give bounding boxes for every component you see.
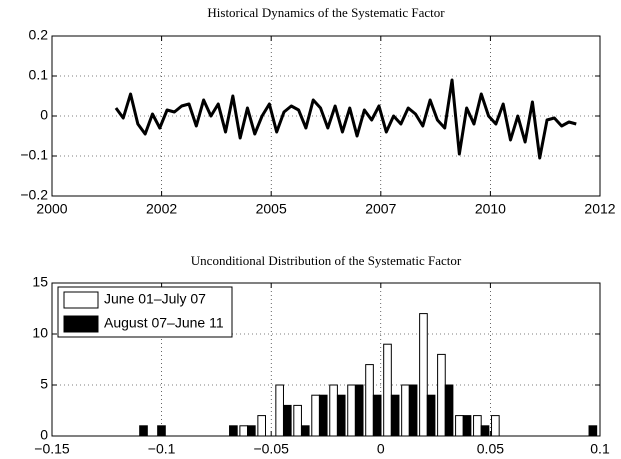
bar (282, 404, 292, 437)
series-line (114, 78, 577, 160)
chart-title: Historical Dynamics of the Systematic Fa… (207, 5, 445, 20)
bar (419, 313, 428, 437)
bar (473, 415, 482, 437)
bar (257, 415, 267, 437)
bar (247, 425, 256, 437)
bar (390, 394, 400, 437)
y-tick-label: 0.2 (29, 27, 49, 43)
bar (311, 394, 320, 437)
x-tick-label: 2000 (36, 201, 67, 217)
bar (347, 384, 356, 437)
chart-title: Unconditional Distribution of the System… (191, 253, 462, 268)
y-tick-label: −0.1 (20, 147, 48, 163)
bar (444, 384, 454, 437)
bar (329, 384, 338, 437)
axes-frame (51, 282, 601, 437)
bar (229, 425, 238, 437)
legend-label: August 07–June 11 (104, 315, 224, 331)
x-tick-label: −0.15 (34, 441, 70, 457)
legend-swatch (63, 315, 99, 333)
bar (455, 415, 464, 437)
y-tick-label: 0 (40, 107, 48, 123)
bar (365, 364, 374, 437)
bar (588, 425, 598, 437)
bar (480, 425, 490, 437)
legend-swatch (63, 291, 99, 309)
bar (275, 384, 284, 437)
y-tick-label: −0.2 (20, 187, 48, 203)
x-tick-label: 2012 (584, 201, 615, 217)
x-tick-label: −0.1 (148, 441, 176, 457)
x-tick-label: 2002 (146, 201, 177, 217)
y-tick-label: 0 (40, 427, 48, 443)
bar (408, 384, 418, 437)
bar (437, 353, 446, 437)
bar (239, 425, 249, 437)
y-tick-label: 0.1 (29, 67, 49, 83)
x-tick-label: 2005 (256, 201, 287, 217)
bar (401, 384, 410, 437)
y-tick-label: 10 (32, 325, 48, 341)
bar (293, 404, 302, 437)
x-tick-label: −0.05 (253, 441, 289, 457)
bar (372, 394, 382, 437)
bar (426, 394, 436, 437)
bar (354, 384, 364, 437)
x-tick-label: 0.05 (477, 441, 504, 457)
axes-frame (51, 35, 601, 197)
bar (336, 394, 346, 437)
x-tick-label: 0 (377, 441, 385, 457)
bar (139, 425, 148, 437)
bar (491, 415, 500, 437)
x-tick-label: 2010 (475, 201, 506, 217)
bar (300, 425, 310, 437)
y-tick-label: 15 (32, 274, 48, 290)
bar (157, 425, 166, 437)
x-tick-label: 0.1 (590, 441, 610, 457)
legend-label: June 01–July 07 (104, 291, 206, 307)
bar (462, 415, 472, 437)
y-tick-label: 5 (40, 376, 48, 392)
x-tick-label: 2007 (365, 201, 396, 217)
bar (383, 343, 392, 437)
bar (318, 394, 328, 437)
